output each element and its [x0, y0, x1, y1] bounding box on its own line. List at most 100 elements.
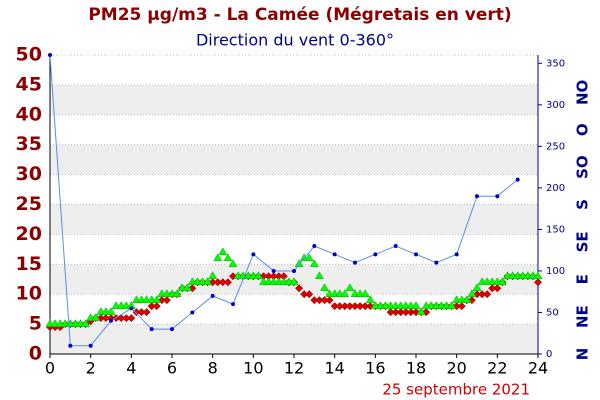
wind-marker: [454, 252, 459, 257]
compass-label: O: [574, 123, 592, 136]
triangle-marker: [345, 283, 355, 291]
x-tick-label: 14: [324, 359, 344, 378]
wind-marker: [129, 306, 134, 311]
triangle-marker: [447, 301, 457, 309]
triangle-marker: [182, 283, 192, 291]
y-tick-label: 40: [16, 103, 42, 125]
diamond-marker: [142, 308, 151, 317]
wind-marker: [393, 244, 398, 249]
triangle-marker: [309, 259, 319, 268]
x-tick-label: 16: [365, 359, 385, 378]
y2-tick-label: 300: [546, 100, 565, 111]
wind-marker: [88, 343, 93, 348]
compass-label: NE: [574, 305, 592, 328]
x-tick-label: 20: [446, 359, 466, 378]
x-tick-label: 10: [243, 359, 263, 378]
x-tick-label: 4: [126, 359, 136, 378]
x-tick-label: 8: [208, 359, 218, 378]
triangle-marker: [106, 307, 116, 315]
diamond-marker: [325, 296, 334, 305]
y-tick-label: 30: [16, 163, 42, 185]
wind-marker: [210, 293, 215, 298]
grid-band: [50, 84, 538, 115]
triangle-marker: [533, 271, 543, 280]
date-label: 25 septembre 2021: [382, 381, 530, 399]
triangle-marker: [467, 289, 477, 297]
triangle-marker: [416, 307, 426, 315]
diamond-marker: [223, 278, 232, 287]
y-tick-label: 50: [16, 44, 42, 66]
x-tick-label: 22: [487, 359, 507, 378]
triangle-marker: [340, 289, 350, 297]
x-tick-label: 24: [528, 359, 548, 378]
triangle-marker: [314, 271, 324, 280]
triangle-marker: [152, 295, 162, 303]
triangle-marker: [320, 283, 329, 291]
y2-tick-label: 250: [546, 141, 565, 152]
triangle-marker: [228, 259, 238, 268]
x-tick-label: 18: [406, 359, 426, 378]
triangle-marker: [360, 289, 370, 297]
wind-marker: [190, 310, 195, 315]
wind-marker: [475, 194, 479, 199]
diamond-marker: [534, 278, 542, 287]
diamond-marker: [152, 302, 161, 311]
y2-tick-label: 150: [546, 224, 565, 235]
wind-marker: [373, 252, 378, 257]
diamond-marker: [162, 296, 171, 305]
diamond-marker: [493, 284, 502, 293]
wind-marker: [149, 327, 154, 332]
triangle-marker: [365, 295, 375, 303]
triangle-marker: [497, 277, 507, 285]
triangle-marker: [294, 259, 304, 268]
x-tick-label: 0: [45, 359, 55, 378]
grid-band: [50, 324, 538, 354]
diamond-marker: [483, 290, 492, 299]
triangle-marker: [208, 271, 218, 280]
wind-line: [49, 54, 518, 347]
wind-marker: [434, 260, 439, 265]
y-tick-label: 35: [16, 133, 42, 155]
triangle-marker: [472, 283, 482, 291]
y-tick-label: 45: [16, 73, 42, 95]
chart-subtitle: Direction du vent 0-360°: [196, 31, 394, 50]
wind-marker: [231, 302, 235, 307]
y-tick-label: 5: [29, 313, 42, 335]
wind-marker: [170, 327, 174, 332]
compass-label: SO: [574, 155, 592, 179]
wind-marker: [353, 260, 357, 265]
triangle-marker: [223, 253, 233, 262]
y2-tick-label: 200: [546, 183, 565, 194]
y-tick-label: 25: [16, 193, 42, 215]
compass-label: S: [574, 199, 592, 210]
triangle-marker: [172, 289, 182, 297]
triangle-marker: [81, 319, 91, 327]
y-tick-label: 20: [16, 223, 42, 245]
wind-marker: [332, 252, 337, 257]
wind-marker: [68, 343, 73, 348]
triangle-marker: [304, 253, 314, 262]
wind-marker: [292, 268, 296, 273]
wind-marker: [414, 252, 418, 257]
wind-marker: [312, 244, 317, 249]
grid-band: [50, 204, 538, 235]
diamond-marker: [305, 290, 314, 299]
triangle-marker: [289, 277, 299, 285]
wind-marker: [515, 177, 520, 182]
y2-tick-label: 0: [546, 349, 552, 360]
compass-label: NO: [574, 80, 592, 105]
diamond-marker: [295, 284, 304, 293]
x-tick-label: 2: [86, 359, 96, 378]
diamond-marker: [127, 314, 136, 323]
wind-marker: [271, 268, 276, 273]
triangle-marker: [91, 313, 101, 321]
y-tick-label: 10: [16, 283, 42, 305]
triangle-marker: [203, 277, 213, 285]
y-tick-label: 0: [29, 343, 42, 365]
compass-label: N: [574, 348, 592, 361]
grid-band: [50, 144, 538, 175]
x-tick-label: 6: [167, 359, 177, 378]
triangle-marker: [213, 253, 223, 262]
x-tick-label: 12: [284, 359, 304, 378]
